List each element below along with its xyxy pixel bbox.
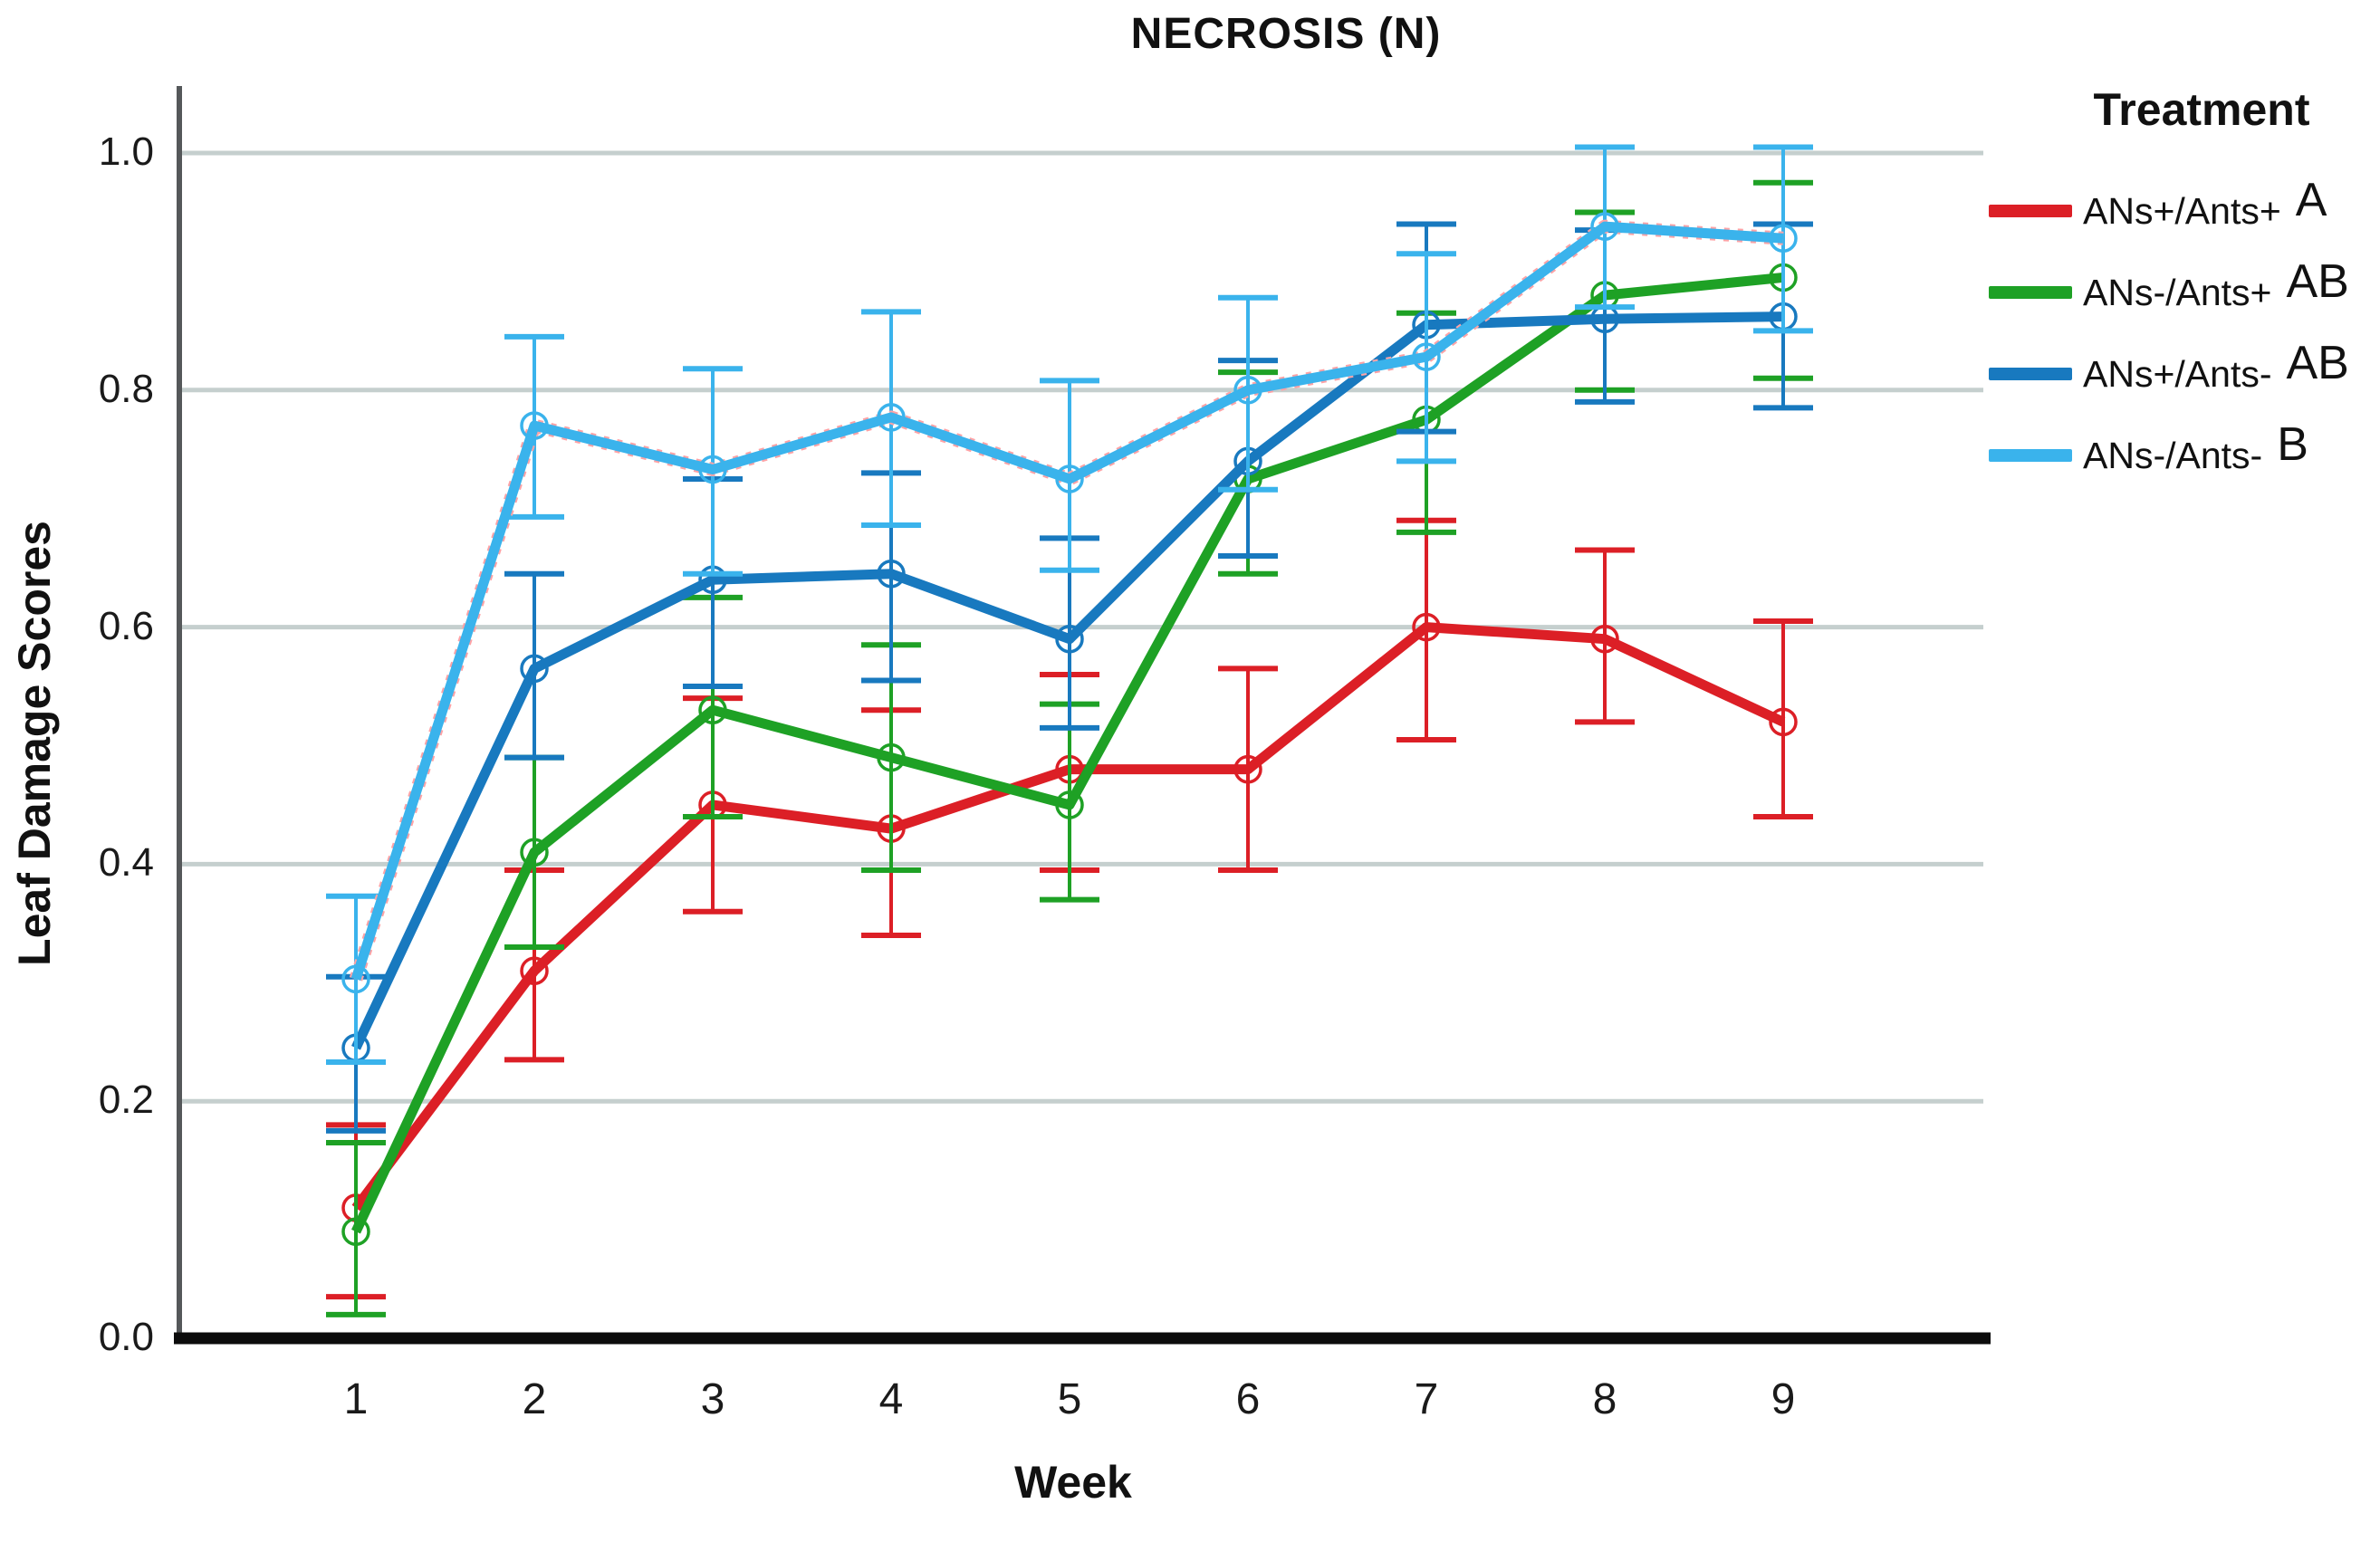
legend-swatch xyxy=(1989,368,2072,380)
x-axis-title: Week xyxy=(1014,1457,1132,1508)
data-point-marker xyxy=(1233,754,1262,784)
data-point-marker xyxy=(1055,465,1084,493)
data-point-marker xyxy=(1590,212,1619,241)
data-point-marker xyxy=(341,964,370,994)
data-point-marker xyxy=(1769,224,1798,253)
data-point-marker xyxy=(1233,376,1262,405)
legend-rows: ANs+/Ants+ A ANs-/Ants+ AB ANs+/Ants- AB ANs-/… xyxy=(1989,170,2378,496)
chart-title: NECROSIS (N) xyxy=(1130,10,1442,58)
x-tick-label: 4 xyxy=(878,1375,904,1423)
data-point-marker xyxy=(698,695,727,724)
y-tick-label: 0.2 xyxy=(98,1077,154,1123)
y-axis-title: Leaf Damage Scores xyxy=(9,521,60,966)
data-point-marker xyxy=(1769,707,1798,737)
data-point-marker xyxy=(1412,342,1441,371)
legend: Treatment ANs+/Ants+ A ANs-/Ants+ AB ANs+/An… xyxy=(1989,83,2378,496)
y-tick-label: 0.4 xyxy=(98,840,154,886)
legend-item: ANs+/Ants+ A xyxy=(1989,170,2378,252)
legend-label: ANs+/Ants+ xyxy=(2083,189,2281,232)
x-tick-label: 8 xyxy=(1592,1375,1617,1423)
legend-swatch xyxy=(1989,449,2072,462)
series-line-ANs-/Ants+ xyxy=(351,272,1784,1234)
series-line-ANs+/Ants- xyxy=(351,311,1784,1050)
x-tick-label: 5 xyxy=(1057,1375,1082,1423)
data-point-marker xyxy=(520,838,549,867)
data-point-marker xyxy=(1055,624,1084,654)
legend-item: ANs-/Ants- B xyxy=(1989,415,2378,496)
legend-label: ANs-/Ants- xyxy=(2083,434,2263,476)
data-point-marker xyxy=(698,455,727,484)
data-point-marker xyxy=(877,403,906,432)
data-point-marker xyxy=(520,654,549,684)
x-tick-label: 6 xyxy=(1235,1375,1261,1423)
y-tick-label: 0.8 xyxy=(98,366,154,411)
y-tick-label: 0.6 xyxy=(98,603,154,648)
data-point-marker xyxy=(1590,624,1619,654)
data-point-marker xyxy=(520,411,549,440)
y-tick-label: 0.0 xyxy=(98,1315,154,1359)
data-point-marker xyxy=(341,1217,370,1246)
data-point-marker xyxy=(1412,612,1441,642)
x-tick-label: 7 xyxy=(1414,1375,1439,1423)
series-line-ANs-/Ants- xyxy=(350,221,1784,982)
legend-swatch xyxy=(1989,205,2072,217)
significance-letter: AB xyxy=(2286,337,2349,389)
x-tick-label: 9 xyxy=(1771,1375,1796,1423)
legend-swatch xyxy=(1989,286,2072,299)
significance-letter: A xyxy=(2295,174,2327,226)
significance-letter: B xyxy=(2277,418,2308,471)
legend-label: ANs-/Ants+ xyxy=(2083,271,2272,313)
legend-label: ANs+/Ants- xyxy=(2083,352,2272,395)
x-tick-label: 2 xyxy=(522,1375,547,1423)
legend-item: ANs-/Ants+ AB xyxy=(1989,252,2378,333)
data-point-marker xyxy=(877,742,906,772)
data-point-marker xyxy=(877,559,906,589)
x-tick-label: 3 xyxy=(700,1375,725,1423)
data-point-marker xyxy=(1055,790,1084,819)
y-tick-label: 1.0 xyxy=(98,129,154,174)
data-point-marker xyxy=(520,956,549,985)
x-tick-label: 1 xyxy=(343,1375,369,1423)
legend-title: Treatment xyxy=(2093,84,2310,135)
legend-item: ANs+/Ants- AB xyxy=(1989,333,2378,415)
significance-letter: AB xyxy=(2286,255,2349,308)
